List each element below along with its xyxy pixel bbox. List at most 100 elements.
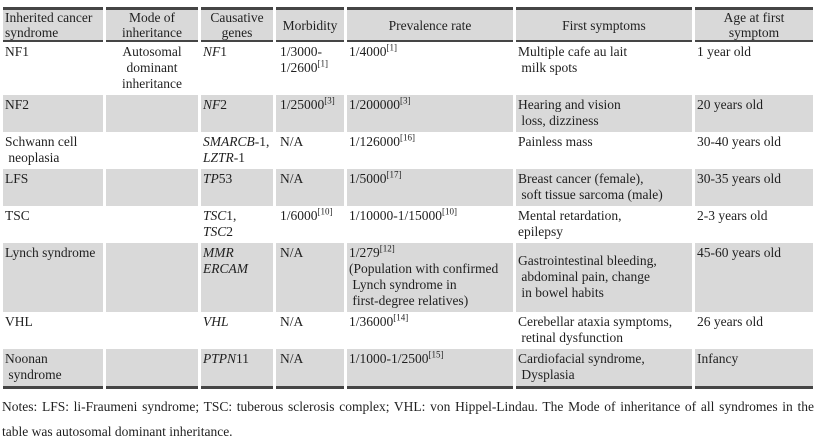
- cell-symptoms: Gastrointestinal bleeding, abdominal pai…: [516, 243, 692, 312]
- cell-syndrome: LFS: [3, 169, 103, 206]
- citation-ref: [10]: [317, 206, 333, 217]
- table-notes: Notes: LFS: li-Fraumeni syndrome; TSC: t…: [0, 394, 816, 441]
- cell-genes: NF2: [201, 95, 273, 132]
- cell-genes: VHL: [201, 312, 273, 349]
- cell-symptoms: Mental retardation, epilepsy: [518, 208, 622, 239]
- column-header-prevalence: Prevalence rate: [347, 7, 513, 42]
- cell-morbidity: 1/25000[3]: [276, 95, 344, 132]
- cell-morbidity: 1/6000[10]: [280, 206, 333, 223]
- citation-ref: [17]: [386, 169, 402, 180]
- gene-name: TSC1,: [203, 208, 237, 223]
- cell-symptoms: Multiple cafe au lait milk spots: [518, 44, 628, 75]
- citation-ref: [3]: [400, 95, 411, 106]
- gene-name: TSC2: [203, 224, 234, 239]
- cell-prevalence: 1/10000-1/15000[10]: [349, 206, 457, 223]
- cell-genes: SMARCB-1, LZTR-1: [201, 132, 273, 169]
- cell-symptoms: Breast cancer (female), soft tissue sarc…: [516, 169, 692, 206]
- cell-prevalence: 1/126000[16]: [349, 132, 416, 149]
- citation-ref: [16]: [400, 132, 416, 143]
- table-header: Inherited cancer syndrome Mode of inherit…: [3, 7, 813, 42]
- cell-age: 30-35 years old: [695, 169, 813, 206]
- cell-morbidity: N/A: [276, 349, 344, 389]
- cell-inheritance: [106, 132, 198, 169]
- table-header-row: Inherited cancer syndrome Mode of inherit…: [3, 7, 813, 42]
- cell-prevalence: 1/1000-1/2500[15]: [347, 349, 513, 389]
- table-row: NF2 NF2 1/25000[3] 1/200000[3] Hearing and v…: [3, 95, 813, 132]
- cell-genes: NF1: [201, 42, 273, 95]
- cell-symptoms: Cerebellar ataxia symptoms, retinal dysf…: [518, 314, 673, 345]
- cell-age: Infancy: [695, 349, 813, 389]
- cell-symptoms: Cardiofacial syndrome, Dysplasia: [516, 349, 692, 389]
- cell-prevalence: 1/4000[1]: [349, 42, 398, 59]
- cell-age: 45-60 years old: [695, 243, 813, 312]
- cell-morbidity: N/A: [276, 243, 344, 312]
- cell-age: 2-3 years old: [697, 208, 768, 223]
- citation-ref: [3]: [324, 95, 335, 106]
- gene-name: ERCAM: [203, 261, 248, 276]
- cell-age: 26 years old: [697, 314, 763, 329]
- cell-morbidity: N/A: [280, 134, 304, 149]
- citation-ref: [15]: [428, 349, 444, 360]
- cell-prevalence: 1/200000[3]: [347, 95, 513, 132]
- cell-inheritance: Autosomal dominant inheritance: [122, 44, 182, 91]
- cell-age: 1 year old: [697, 44, 751, 59]
- cell-symptoms: Painless mass: [518, 134, 593, 149]
- table-row: VHL VHL N/A 1/36000[14] Cerebellar ataxia sy…: [3, 312, 813, 349]
- gene-name: PTPN11: [203, 351, 250, 366]
- cell-inheritance: [106, 312, 198, 349]
- cell-genes: TP53: [201, 169, 273, 206]
- cell-inheritance: [106, 169, 198, 206]
- table-row: Lynch syndrome MMR ERCAM N/A 1/279[12] (Popul…: [3, 243, 813, 312]
- prevalence-note: (Population with confirmed Lynch syndrom…: [349, 261, 499, 308]
- citation-ref: [12]: [379, 243, 395, 254]
- cell-age: 20 years old: [695, 95, 813, 132]
- gene-name: MMR: [203, 245, 234, 260]
- citation-ref: [1]: [317, 58, 329, 69]
- gene-name: VHL: [203, 314, 229, 329]
- table-row: Noonan syndrome PTPN11 N/A 1/1000-1/2500[15…: [3, 349, 813, 389]
- cell-inheritance: [106, 206, 198, 243]
- cell-genes: MMR ERCAM: [201, 243, 273, 312]
- cell-prevalence: 1/36000[14]: [349, 312, 409, 329]
- table-row: Schwann cell neoplasia SMARCB-1, LZTR-1 N/A…: [3, 132, 813, 169]
- cell-inheritance: [106, 349, 198, 389]
- table-row: TSC TSC1, TSC2 1/6000[10] 1/10000-1/15000[10…: [3, 206, 813, 243]
- cell-inheritance: [106, 243, 198, 312]
- cell-morbidity: 1/3000- 1/2600[1]: [280, 44, 329, 75]
- cell-syndrome: Noonan syndrome: [3, 349, 103, 389]
- column-header-morbidity: Morbidity: [276, 7, 344, 42]
- cell-prevalence: 1/5000[17]: [347, 169, 513, 206]
- cell-inheritance: [106, 95, 198, 132]
- cell-syndrome: VHL: [5, 314, 33, 329]
- column-header-age: Age at first symptom: [695, 7, 813, 42]
- cell-morbidity: N/A: [280, 314, 304, 329]
- notes-line-1: Notes: LFS: li-Fraumeni syndrome; TSC: t…: [2, 399, 814, 414]
- gene-name: NF2: [203, 97, 228, 112]
- gene-name: NF1: [203, 44, 228, 59]
- column-header-genes: Causative genes: [201, 7, 273, 42]
- table-row: LFS TP53 N/A 1/5000[17] Breast cancer (femal…: [3, 169, 813, 206]
- column-header-syndrome: Inherited cancer syndrome: [3, 7, 103, 42]
- cell-prevalence: 1/279[12] (Population with confirmed Lync…: [347, 243, 513, 312]
- cell-syndrome: Lynch syndrome: [3, 243, 103, 312]
- citation-ref: [14]: [393, 312, 409, 323]
- cell-syndrome: NF1: [5, 44, 30, 59]
- gene-name: LZTR-1: [203, 150, 246, 165]
- cell-genes: TSC1, TSC2: [201, 206, 273, 243]
- citation-ref: [10]: [442, 206, 457, 217]
- inherited-cancer-syndrome-table: Inherited cancer syndrome Mode of inherit…: [0, 7, 816, 389]
- citation-ref: [1]: [386, 42, 398, 53]
- table-body: NF1 Autosomal dominant inheritance NF1 1/30…: [3, 42, 813, 389]
- notes-line-2: table was autosomal dominant inheritance…: [2, 424, 233, 439]
- column-header-symptoms: First symptoms: [516, 7, 692, 42]
- gene-name: SMARCB-1,: [203, 134, 270, 149]
- column-header-inheritance: Mode of inheritance: [106, 7, 198, 42]
- cell-age: 30-40 years old: [697, 134, 781, 149]
- gene-name: TP53: [203, 171, 233, 186]
- cell-syndrome: NF2: [3, 95, 103, 132]
- cell-symptoms: Hearing and vision loss, dizziness: [516, 95, 692, 132]
- cell-syndrome: Schwann cell neoplasia: [5, 134, 78, 165]
- table-row: NF1 Autosomal dominant inheritance NF1 1/30…: [3, 42, 813, 95]
- cell-morbidity: N/A: [276, 169, 344, 206]
- cell-genes: PTPN11: [201, 349, 273, 389]
